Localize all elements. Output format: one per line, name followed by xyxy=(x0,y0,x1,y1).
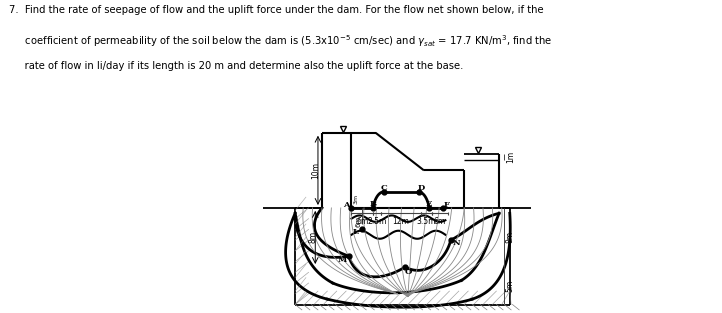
Text: E: E xyxy=(426,200,432,208)
Text: 6m: 6m xyxy=(356,217,368,226)
Text: 2.5m: 2.5m xyxy=(367,217,387,226)
Text: 3.5m: 3.5m xyxy=(417,217,436,226)
Text: L: L xyxy=(352,228,358,236)
Text: 1m: 1m xyxy=(505,151,515,163)
Text: 5m: 5m xyxy=(505,280,515,292)
Text: 3m: 3m xyxy=(353,194,358,204)
Text: B: B xyxy=(370,200,376,208)
Text: N: N xyxy=(452,239,460,247)
Text: 8m: 8m xyxy=(308,231,317,244)
Text: 6m: 6m xyxy=(434,217,446,226)
Text: rate of flow in li/day if its length is 20 m and determine also the uplift force: rate of flow in li/day if its length is … xyxy=(9,61,464,71)
Text: 10m: 10m xyxy=(310,162,320,179)
Text: coefficient of permeability of the soil below the dam is (5.3x10$^{-5}$ cm/sec) : coefficient of permeability of the soil … xyxy=(9,33,553,49)
Text: 8m: 8m xyxy=(505,231,515,244)
Text: 12m: 12m xyxy=(393,217,409,226)
Text: A: A xyxy=(343,201,349,209)
Text: F: F xyxy=(444,201,450,209)
Text: 7.  Find the rate of seepage of flow and the uplift force under the dam. For the: 7. Find the rate of seepage of flow and … xyxy=(9,5,544,15)
Text: D: D xyxy=(417,184,425,192)
Text: O: O xyxy=(404,268,412,276)
Text: C: C xyxy=(380,184,387,192)
Text: M: M xyxy=(337,256,347,264)
Text: 6m: 6m xyxy=(355,216,361,227)
